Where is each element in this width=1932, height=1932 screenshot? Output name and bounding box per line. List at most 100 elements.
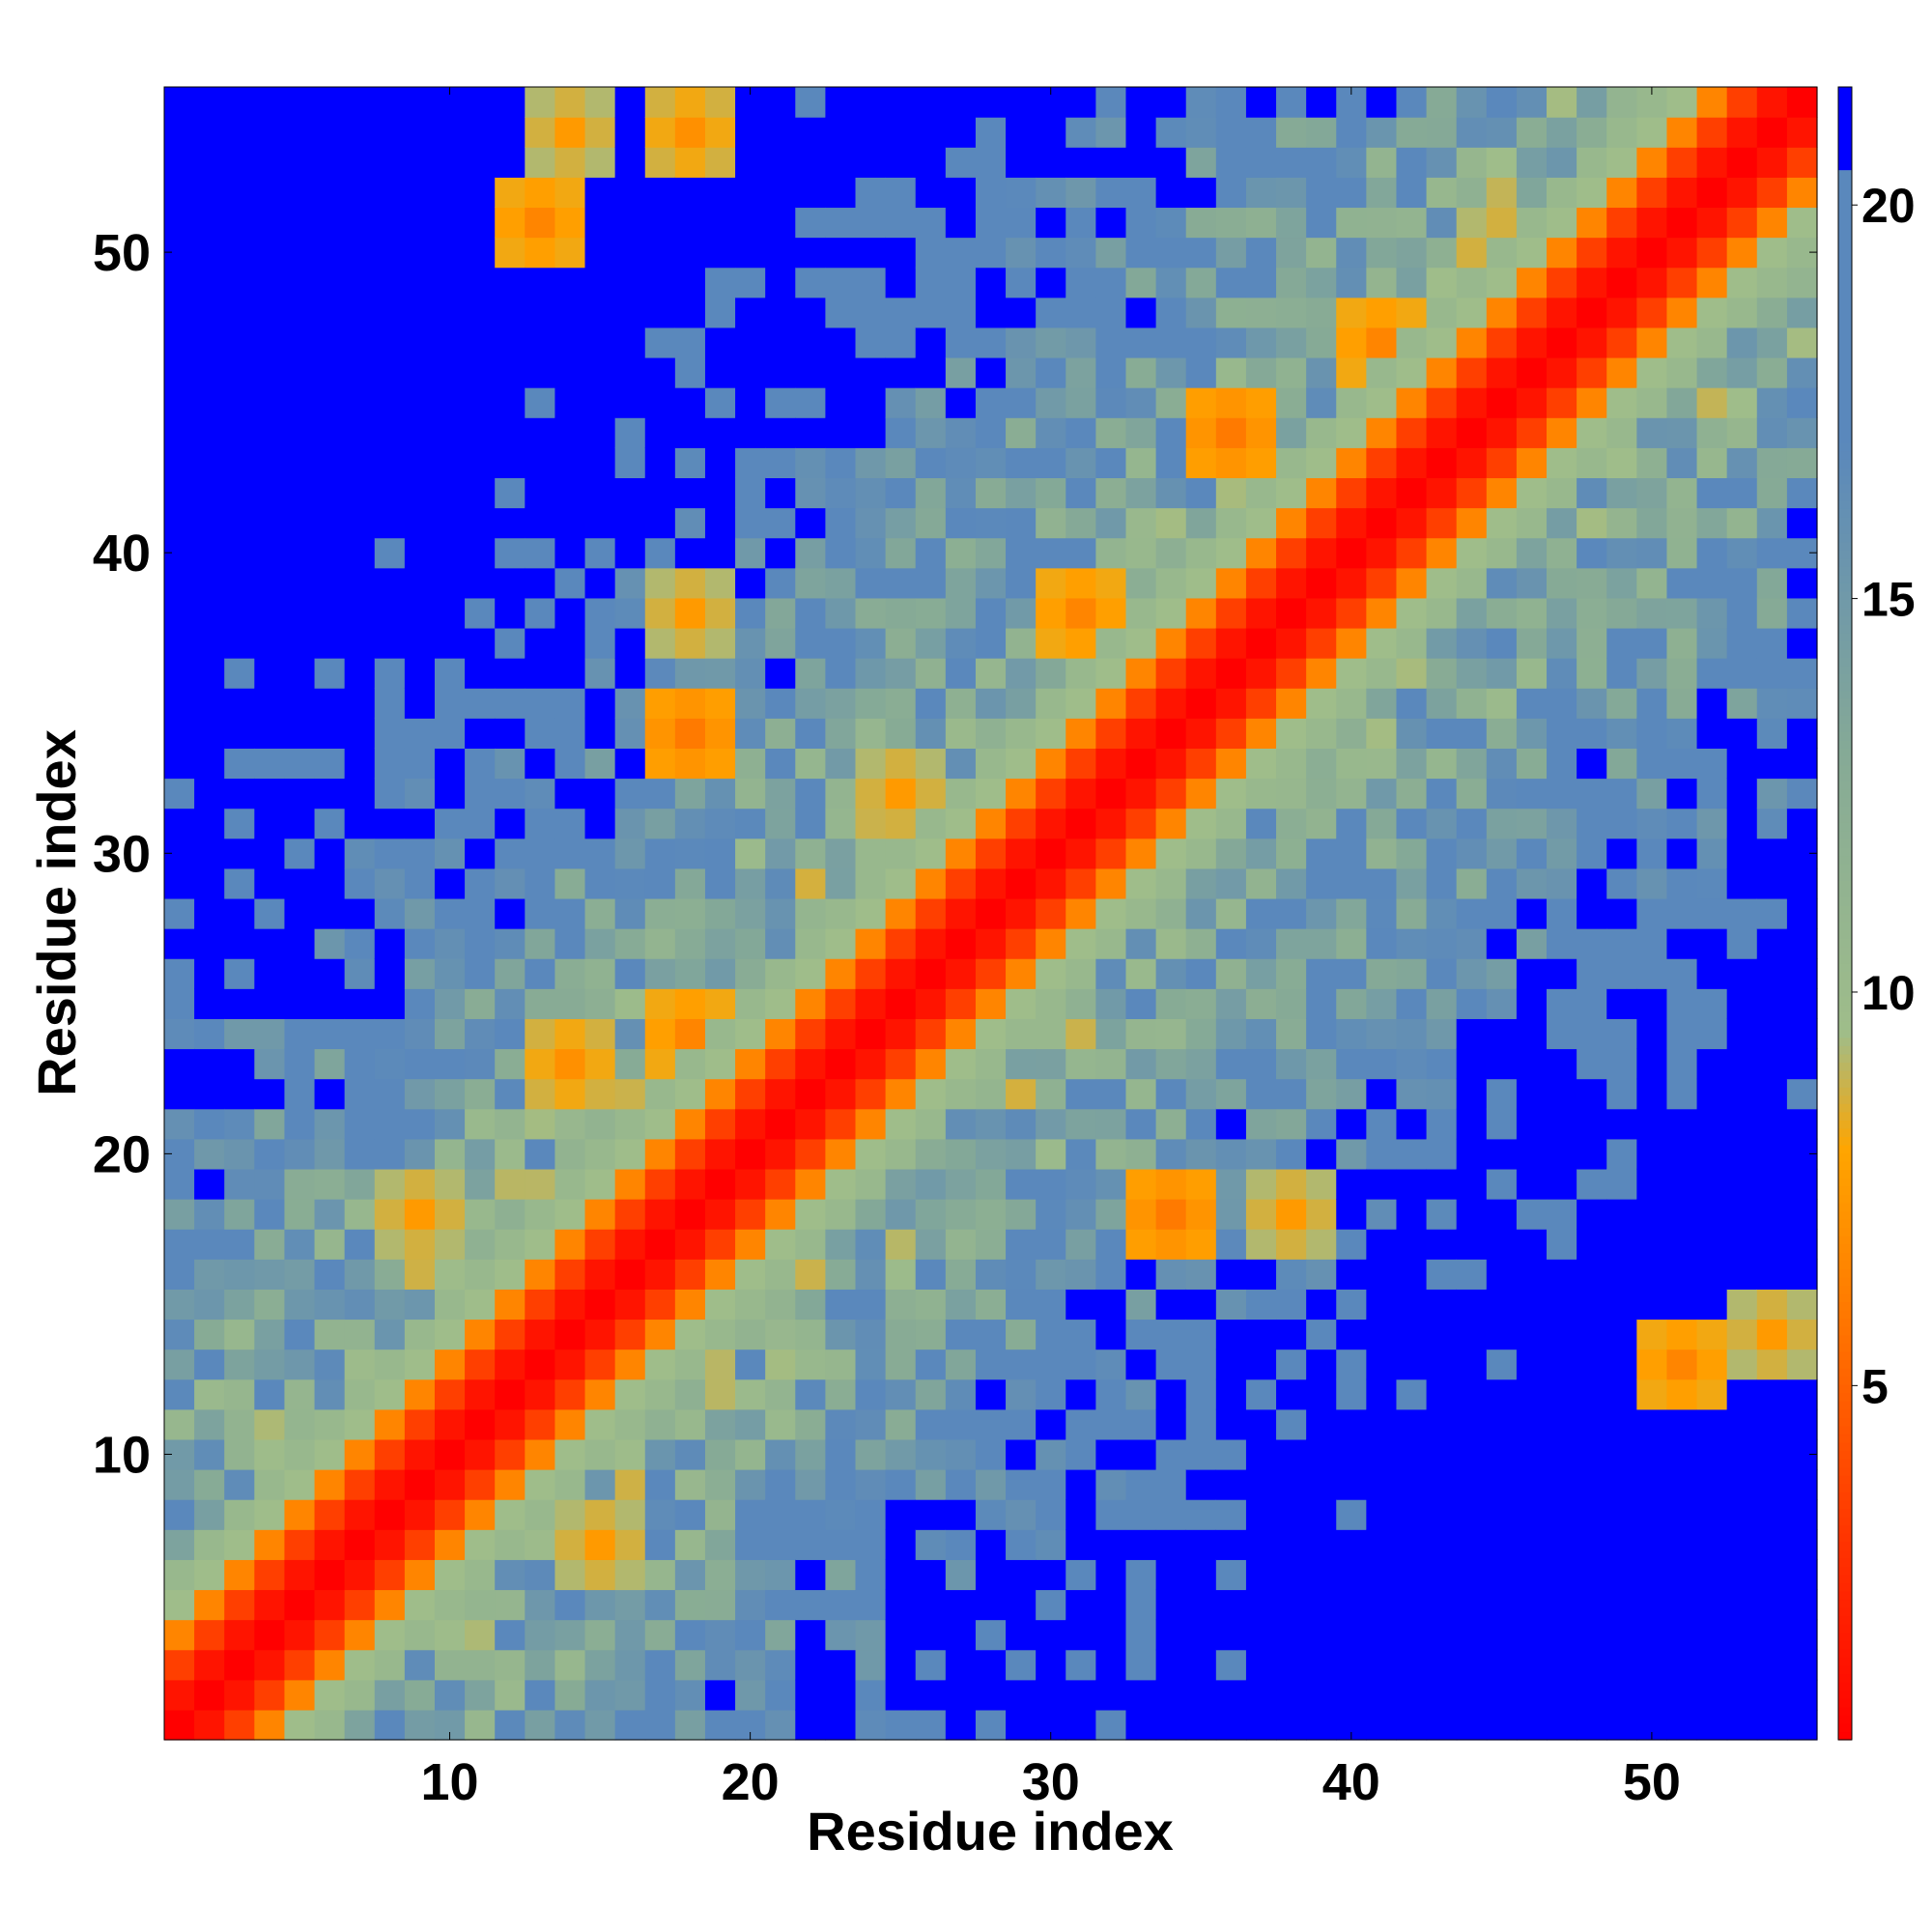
- heatmap-cell: [945, 1679, 977, 1711]
- heatmap-cell: [1786, 267, 1818, 298]
- heatmap-cell: [1095, 1408, 1127, 1440]
- heatmap-cell: [825, 1289, 857, 1321]
- heatmap-cell: [704, 627, 736, 659]
- heatmap-cell: [254, 1199, 286, 1230]
- heatmap-cell: [1726, 447, 1758, 479]
- heatmap-cell: [344, 1319, 376, 1350]
- heatmap-cell: [344, 867, 376, 899]
- colorbar-segment: [1838, 384, 1852, 394]
- heatmap-cell: [1185, 1589, 1217, 1621]
- heatmap-cell: [164, 177, 195, 209]
- heatmap-cell: [915, 838, 947, 869]
- heatmap-cell: [855, 1289, 887, 1321]
- heatmap-cell: [735, 778, 766, 810]
- heatmap-cell: [554, 1018, 586, 1050]
- heatmap-cell: [284, 537, 316, 569]
- heatmap-cell: [1396, 1048, 1428, 1080]
- heatmap-cell: [795, 1469, 826, 1500]
- heatmap-cell: [1125, 597, 1157, 629]
- heatmap-cell: [495, 808, 526, 839]
- colorbar-segment: [1838, 1169, 1852, 1179]
- heatmap-cell: [975, 1529, 1007, 1560]
- heatmap-cell: [915, 597, 947, 629]
- heatmap-cell: [434, 297, 466, 328]
- heatmap-cell: [765, 838, 796, 869]
- heatmap-cell: [344, 1499, 376, 1530]
- heatmap-cell: [314, 1378, 346, 1410]
- heatmap-cell: [1095, 207, 1127, 239]
- heatmap-cell: [495, 1168, 526, 1200]
- heatmap-cell: [674, 958, 706, 989]
- heatmap-cell: [885, 117, 917, 148]
- heatmap-cell: [855, 988, 887, 1019]
- heatmap-cell: [1606, 356, 1637, 388]
- heatmap-cell: [1276, 1108, 1307, 1140]
- heatmap-cell: [1215, 1319, 1247, 1350]
- heatmap-cell: [495, 1438, 526, 1470]
- heatmap-cell: [674, 1048, 706, 1080]
- heatmap-cell: [1486, 1649, 1518, 1681]
- heatmap-cell: [254, 1078, 286, 1110]
- heatmap-cell: [344, 477, 376, 509]
- heatmap-cell: [344, 1679, 376, 1711]
- heatmap-cell: [1426, 117, 1458, 148]
- heatmap-cell: [224, 1709, 255, 1741]
- heatmap-cell: [825, 1349, 857, 1380]
- heatmap-cell: [1336, 1108, 1367, 1140]
- heatmap-cell: [1336, 1229, 1367, 1260]
- heatmap-cell: [644, 297, 676, 328]
- heatmap-cell: [224, 988, 255, 1019]
- heatmap-cell: [1577, 87, 1607, 118]
- heatmap-cell: [1666, 1289, 1698, 1321]
- heatmap-cell: [465, 1168, 496, 1200]
- heatmap-cell: [525, 958, 556, 989]
- heatmap-cell: [554, 567, 586, 599]
- heatmap-cell: [735, 988, 766, 1019]
- heatmap-cell: [1215, 567, 1247, 599]
- heatmap-cell: [765, 958, 796, 989]
- heatmap-cell: [1276, 1499, 1307, 1530]
- heatmap-cell: [915, 928, 947, 959]
- heatmap-cell: [224, 1378, 255, 1410]
- heatmap-cell: [1276, 1018, 1307, 1050]
- heatmap-cell: [1396, 1229, 1428, 1260]
- heatmap-cell: [885, 417, 917, 448]
- heatmap-cell: [465, 1078, 496, 1110]
- heatmap-cell: [495, 627, 526, 659]
- heatmap-cell: [1036, 117, 1066, 148]
- heatmap-cell: [1606, 958, 1637, 989]
- heatmap-cell: [1666, 1529, 1698, 1560]
- heatmap-cell: [434, 1469, 466, 1500]
- heatmap-cell: [1456, 1319, 1488, 1350]
- heatmap-cell: [674, 838, 706, 869]
- heatmap-cell: [1065, 1138, 1096, 1170]
- heatmap-cell: [374, 147, 406, 178]
- heatmap-cell: [374, 718, 406, 749]
- heatmap-cell: [945, 1529, 977, 1560]
- heatmap-cell: [164, 1108, 195, 1140]
- heatmap-cell: [584, 387, 616, 418]
- heatmap-cell: [975, 297, 1007, 328]
- heatmap-cell: [1756, 1559, 1788, 1591]
- heatmap-cell: [1606, 1529, 1637, 1560]
- heatmap-cell: [614, 327, 646, 358]
- heatmap-cell: [1547, 1259, 1577, 1290]
- heatmap-cell: [194, 1709, 225, 1741]
- heatmap-cell: [1666, 958, 1698, 989]
- heatmap-cell: [434, 627, 466, 659]
- heatmap-cell: [284, 688, 316, 719]
- heatmap-cell: [1666, 1229, 1698, 1260]
- heatmap-cell: [1125, 867, 1157, 899]
- colorbar-segment: [1838, 516, 1852, 526]
- heatmap-cell: [1036, 237, 1066, 269]
- y-tick-label: 50: [93, 224, 151, 282]
- heatmap-cell: [465, 838, 496, 869]
- heatmap-cell: [404, 1619, 436, 1651]
- heatmap-cell: [1547, 1319, 1577, 1350]
- heatmap-cell: [525, 1319, 556, 1350]
- heatmap-cell: [704, 838, 736, 869]
- heatmap-cell: [1786, 147, 1818, 178]
- heatmap-cell: [885, 297, 917, 328]
- heatmap-cell: [1006, 1408, 1037, 1440]
- heatmap-cell: [284, 1168, 316, 1200]
